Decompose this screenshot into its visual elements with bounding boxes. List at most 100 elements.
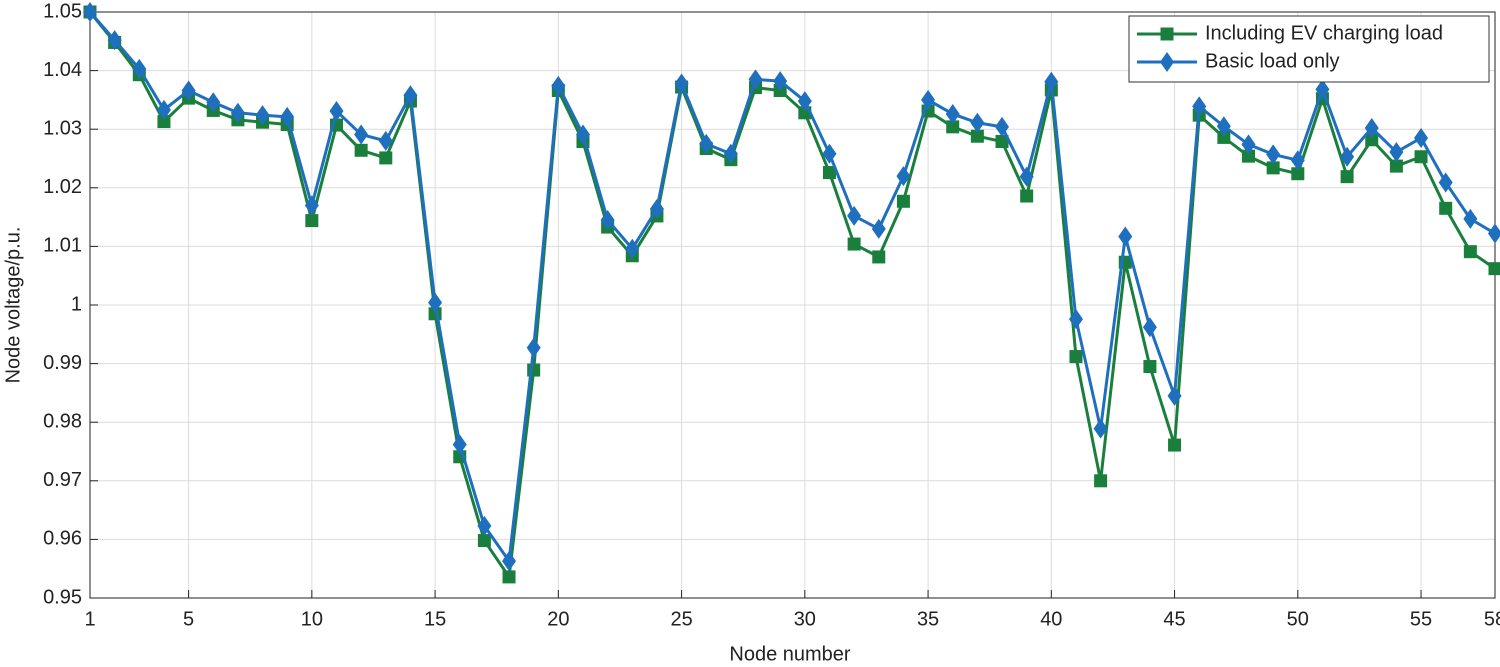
marker xyxy=(1340,170,1354,184)
marker xyxy=(1143,360,1157,374)
marker xyxy=(1389,159,1403,173)
legend: Including EV charging load Basic load onl… xyxy=(1128,15,1490,83)
marker xyxy=(945,103,960,124)
line xyxy=(88,11,1496,582)
marker xyxy=(379,151,393,165)
marker xyxy=(354,124,369,145)
x-tick-label: 5 xyxy=(183,608,194,630)
marker xyxy=(871,218,886,239)
marker xyxy=(157,115,171,129)
marker xyxy=(1439,201,1453,215)
marker xyxy=(847,237,861,251)
marker xyxy=(1340,146,1355,167)
marker xyxy=(995,135,1009,149)
marker xyxy=(1463,208,1478,229)
marker xyxy=(1266,144,1281,165)
marker xyxy=(921,89,936,110)
marker xyxy=(896,194,910,208)
y-tick-label: 0.99 xyxy=(43,352,82,374)
series xyxy=(83,2,1500,572)
marker xyxy=(1167,385,1182,406)
marker xyxy=(502,570,516,584)
marker xyxy=(1242,149,1256,163)
marker xyxy=(797,91,812,112)
marker xyxy=(428,292,443,313)
marker xyxy=(872,250,886,264)
marker xyxy=(403,85,418,106)
marker xyxy=(822,143,837,164)
marker xyxy=(748,69,763,90)
marker xyxy=(1290,150,1305,171)
marker xyxy=(477,534,491,548)
marker xyxy=(1068,309,1083,330)
marker xyxy=(206,92,221,113)
marker xyxy=(107,30,122,51)
y-tick-label: 0.97 xyxy=(43,469,82,491)
marker xyxy=(452,434,467,455)
marker xyxy=(1160,52,1174,72)
marker xyxy=(649,198,664,219)
marker xyxy=(502,551,517,572)
marker xyxy=(847,205,862,226)
marker xyxy=(132,58,147,79)
legend-label: Including EV charging load xyxy=(1205,22,1443,44)
marker xyxy=(575,124,590,145)
x-tick-label: 1 xyxy=(84,608,95,630)
x-tick-label: 10 xyxy=(301,608,323,630)
marker xyxy=(305,214,319,228)
y-tick-label: 0.95 xyxy=(43,586,82,608)
y-tick-label: 0.96 xyxy=(43,528,82,550)
marker xyxy=(1217,130,1231,144)
y-tick-label: 1.05 xyxy=(43,0,82,22)
x-tick-label: 55 xyxy=(1410,608,1432,630)
x-axis-label: Node number xyxy=(729,643,851,665)
marker xyxy=(1291,167,1305,181)
marker xyxy=(773,71,788,92)
marker xyxy=(1414,127,1429,148)
x-tick-label: 15 xyxy=(424,608,446,630)
marker xyxy=(1438,172,1453,193)
marker xyxy=(723,143,738,164)
marker xyxy=(1069,350,1083,364)
marker xyxy=(1142,317,1157,338)
marker xyxy=(83,2,97,22)
x-tick-label: 40 xyxy=(1040,608,1062,630)
marker xyxy=(1160,27,1174,41)
y-tick-label: 1.02 xyxy=(43,176,82,198)
marker xyxy=(477,515,492,536)
marker xyxy=(1020,189,1034,203)
marker xyxy=(1463,245,1477,259)
marker xyxy=(1488,262,1500,276)
legend-label: Basic load only xyxy=(1205,50,1340,72)
marker xyxy=(1093,418,1108,439)
marker xyxy=(329,101,344,122)
marker xyxy=(354,143,368,157)
y-tick-label: 1.03 xyxy=(43,117,82,139)
legend-box xyxy=(1128,15,1490,83)
x-tick-label: 20 xyxy=(547,608,569,630)
x-tick-label: 35 xyxy=(917,608,939,630)
marker xyxy=(526,337,541,358)
series xyxy=(83,5,1500,584)
marker xyxy=(1364,118,1379,139)
marker xyxy=(970,112,985,133)
marker xyxy=(1365,133,1379,147)
marker xyxy=(1488,223,1500,244)
x-tick-label: 25 xyxy=(670,608,692,630)
marker xyxy=(1019,166,1034,187)
x-tick-label: 45 xyxy=(1163,608,1185,630)
marker xyxy=(1168,438,1182,452)
x-tick-label: 50 xyxy=(1287,608,1309,630)
marker xyxy=(674,73,689,94)
y-tick-label: 1 xyxy=(71,293,82,315)
marker xyxy=(156,99,171,120)
marker xyxy=(378,130,393,151)
marker xyxy=(1414,150,1428,164)
marker xyxy=(995,116,1010,137)
y-axis-label: Node voltage/p.u. xyxy=(2,227,24,384)
marker xyxy=(1266,161,1280,175)
marker xyxy=(1241,134,1256,155)
marker xyxy=(1094,474,1108,488)
marker xyxy=(1044,71,1059,92)
